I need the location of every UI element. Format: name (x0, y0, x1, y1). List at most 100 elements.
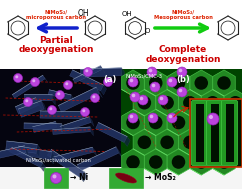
Circle shape (23, 98, 32, 106)
Polygon shape (70, 70, 104, 91)
Polygon shape (41, 163, 46, 171)
Polygon shape (101, 85, 106, 95)
Polygon shape (10, 147, 43, 167)
Circle shape (160, 136, 174, 149)
Circle shape (128, 113, 138, 123)
Circle shape (160, 96, 174, 109)
FancyBboxPatch shape (0, 167, 242, 189)
Circle shape (126, 116, 140, 129)
Text: OH: OH (77, 9, 89, 19)
Polygon shape (43, 75, 48, 83)
Polygon shape (92, 147, 97, 156)
Polygon shape (213, 149, 235, 175)
Polygon shape (116, 147, 122, 157)
Circle shape (92, 95, 95, 98)
Polygon shape (0, 146, 26, 160)
Polygon shape (167, 149, 190, 175)
Circle shape (179, 89, 182, 92)
Circle shape (14, 74, 23, 83)
Circle shape (55, 91, 65, 99)
Circle shape (217, 116, 231, 129)
Circle shape (57, 92, 60, 95)
Polygon shape (124, 136, 130, 146)
Circle shape (229, 136, 242, 149)
FancyBboxPatch shape (191, 101, 207, 166)
Circle shape (132, 94, 135, 97)
Circle shape (140, 97, 143, 100)
Polygon shape (133, 129, 156, 155)
Polygon shape (24, 123, 62, 130)
Circle shape (206, 136, 219, 149)
Circle shape (172, 76, 185, 90)
Circle shape (150, 82, 160, 92)
Ellipse shape (116, 173, 136, 183)
Polygon shape (53, 127, 91, 134)
Polygon shape (52, 94, 55, 105)
Circle shape (172, 116, 185, 129)
Circle shape (81, 108, 90, 116)
FancyBboxPatch shape (109, 168, 143, 188)
Polygon shape (156, 129, 178, 155)
Circle shape (177, 87, 187, 97)
Text: Complete
deoxygenation: Complete deoxygenation (145, 45, 221, 64)
Circle shape (169, 79, 172, 82)
Polygon shape (50, 152, 55, 164)
Circle shape (82, 109, 85, 112)
Polygon shape (167, 70, 190, 96)
FancyBboxPatch shape (226, 104, 234, 162)
Circle shape (148, 113, 158, 123)
Text: NiMoS₂/activated carbon: NiMoS₂/activated carbon (26, 158, 91, 163)
Polygon shape (36, 98, 42, 109)
Polygon shape (47, 149, 84, 178)
Circle shape (149, 69, 152, 72)
Polygon shape (201, 129, 224, 155)
Text: Partial
deoxygenation: Partial deoxygenation (18, 36, 94, 54)
Circle shape (183, 96, 197, 109)
Text: O: O (144, 28, 150, 34)
Polygon shape (144, 149, 167, 175)
Polygon shape (224, 129, 242, 155)
Polygon shape (167, 109, 190, 136)
Polygon shape (73, 66, 102, 83)
FancyBboxPatch shape (44, 168, 68, 188)
FancyBboxPatch shape (190, 99, 242, 167)
Polygon shape (179, 90, 201, 116)
Circle shape (138, 136, 151, 149)
Polygon shape (89, 117, 94, 126)
Circle shape (195, 76, 208, 90)
Polygon shape (81, 172, 88, 182)
FancyBboxPatch shape (196, 104, 204, 162)
Polygon shape (96, 122, 127, 143)
Text: → Ni: → Ni (70, 174, 88, 183)
Polygon shape (55, 122, 60, 131)
Text: NiMoS₂/CMC-3: NiMoS₂/CMC-3 (126, 73, 163, 78)
Circle shape (147, 67, 157, 77)
Circle shape (152, 84, 155, 87)
Polygon shape (100, 66, 105, 73)
Polygon shape (15, 98, 39, 114)
FancyBboxPatch shape (221, 101, 237, 166)
Polygon shape (41, 101, 47, 113)
Circle shape (138, 96, 151, 109)
Circle shape (149, 155, 163, 169)
Circle shape (149, 116, 163, 129)
Circle shape (138, 95, 148, 105)
Polygon shape (83, 112, 86, 123)
Polygon shape (122, 70, 144, 96)
Polygon shape (122, 109, 144, 136)
Polygon shape (48, 90, 71, 100)
Circle shape (85, 69, 88, 72)
Circle shape (158, 95, 168, 105)
Circle shape (126, 155, 140, 169)
Circle shape (207, 113, 219, 125)
Circle shape (30, 77, 39, 87)
Circle shape (25, 99, 28, 102)
Polygon shape (40, 111, 83, 119)
Polygon shape (24, 94, 52, 101)
Circle shape (130, 79, 133, 82)
Polygon shape (18, 101, 44, 117)
Circle shape (105, 79, 108, 82)
Polygon shape (133, 90, 156, 116)
Circle shape (53, 174, 56, 178)
Text: NiMoS₂/
Mesoporous carbon: NiMoS₂/ Mesoporous carbon (154, 10, 212, 20)
